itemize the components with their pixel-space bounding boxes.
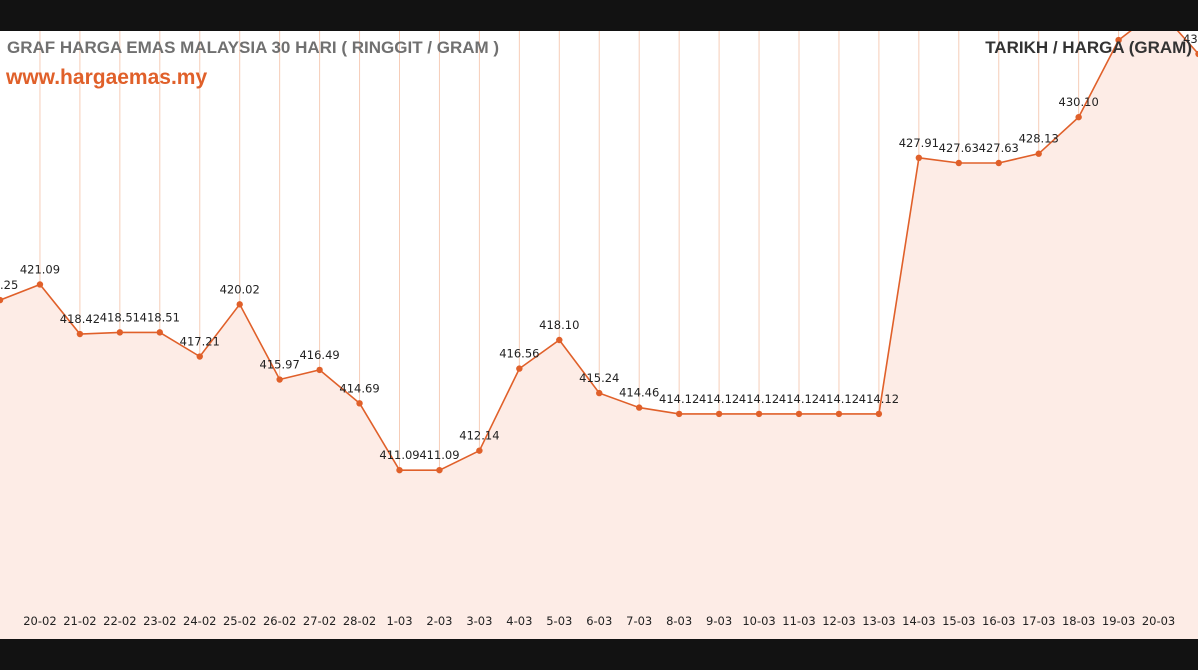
data-point [196, 353, 203, 360]
data-label: 411.09 [379, 448, 419, 462]
data-label: 416.56 [499, 347, 539, 361]
source-link[interactable]: www.hargaemas.my [6, 66, 208, 89]
x-tick-label: 2-03 [426, 614, 452, 628]
x-tick-label: 5-03 [546, 614, 572, 628]
data-point [675, 410, 683, 418]
data-point [995, 159, 1002, 167]
x-tick-label: 21-02 [63, 614, 96, 628]
x-tick-label: 26-02 [263, 614, 296, 628]
x-tick-label: 24-02 [183, 614, 216, 628]
x-tick-label: 19-03 [1102, 614, 1135, 628]
data-point [875, 410, 883, 418]
x-tick-label: 8-03 [666, 614, 692, 628]
data-point [636, 404, 643, 411]
x-tick-label: 12-03 [822, 614, 855, 628]
data-label: 427.63 [979, 141, 1019, 155]
data-point [1035, 150, 1042, 157]
chart-title: GRAF HARGA EMAS MALAYSIA 30 HARI ( RINGG… [7, 38, 500, 57]
data-point [596, 389, 603, 397]
data-point [915, 154, 923, 162]
data-point [76, 330, 84, 338]
chart-panel: .25 421.09 418.42 418.51 418.51 417.21 420.02 4… [0, 31, 1198, 639]
x-tick-label: 6-03 [586, 614, 612, 628]
x-tick-label: 10-03 [742, 614, 775, 628]
data-point [1115, 36, 1122, 44]
price-area [0, 31, 1198, 639]
x-tick-label: 27-02 [303, 614, 336, 628]
data-point [436, 466, 443, 474]
data-point [276, 376, 283, 383]
data-label: 433 [1183, 32, 1198, 46]
x-tick-label: 18-03 [1062, 614, 1095, 628]
data-point [955, 159, 962, 167]
data-label: 415.97 [260, 358, 300, 372]
data-label: 418.10 [539, 318, 579, 332]
x-tick-label: 17-03 [1022, 614, 1055, 628]
data-point [396, 466, 403, 474]
data-point [1195, 50, 1198, 58]
data-label: 427.63 [939, 141, 979, 155]
data-label: .25 [0, 278, 18, 292]
x-tick-label: 28-02 [343, 614, 376, 628]
x-tick-label: 1-03 [386, 614, 412, 628]
data-label: 414.12 [659, 392, 699, 406]
data-label: 418.51 [100, 310, 140, 324]
data-point [356, 400, 363, 407]
x-tick-label: 9-03 [706, 614, 732, 628]
data-label: 416.49 [299, 348, 339, 362]
data-label: 414.12 [699, 392, 739, 406]
data-point [36, 281, 44, 288]
data-label: 421.09 [20, 262, 60, 276]
x-tick-label: 23-02 [143, 614, 176, 628]
data-label: 414.69 [339, 381, 379, 395]
data-point [316, 366, 323, 374]
data-point [556, 336, 563, 344]
data-point [156, 329, 163, 336]
x-tick-label: 20-02 [23, 614, 56, 628]
data-point [116, 329, 124, 336]
data-point [236, 301, 243, 308]
x-tick-label: 4-03 [506, 614, 532, 628]
data-point [0, 296, 4, 304]
data-point [755, 410, 763, 418]
data-point [795, 410, 803, 418]
data-point [1075, 113, 1082, 121]
data-label: 414.12 [779, 392, 819, 406]
data-point [476, 447, 483, 454]
x-tick-label: 16-03 [982, 614, 1015, 628]
data-label: 414.12 [819, 392, 859, 406]
data-label: 411.09 [419, 448, 459, 462]
x-tick-label: 3-03 [466, 614, 492, 628]
x-tick-label: 15-03 [942, 614, 975, 628]
x-tick-label: 7-03 [626, 614, 652, 628]
data-label: 417.21 [180, 335, 220, 349]
data-label: 414.46 [619, 386, 659, 400]
data-label: 420.02 [220, 282, 260, 296]
data-point [516, 365, 523, 372]
x-tick-label: 11-03 [782, 614, 815, 628]
data-label: 414.12 [739, 392, 779, 406]
x-tick-label: 25-02 [223, 614, 256, 628]
data-label: 430.10 [1059, 95, 1099, 109]
data-label: 428.13 [1019, 132, 1059, 146]
data-label: 414.12 [859, 392, 899, 406]
x-tick-label: 13-03 [862, 614, 895, 628]
data-point [835, 410, 843, 418]
legend-label: TARIKH / HARGA (GRAM) [985, 38, 1192, 57]
x-tick-label: 22-02 [103, 614, 136, 628]
data-label: 418.42 [60, 312, 100, 326]
data-label: 415.24 [579, 371, 619, 385]
data-point [715, 410, 723, 418]
x-tick-label: 20-03 [1142, 614, 1175, 628]
data-label: 412.14 [459, 429, 499, 443]
x-tick-label: 14-03 [902, 614, 935, 628]
data-label: 418.51 [140, 310, 180, 324]
data-label: 427.91 [899, 136, 939, 150]
